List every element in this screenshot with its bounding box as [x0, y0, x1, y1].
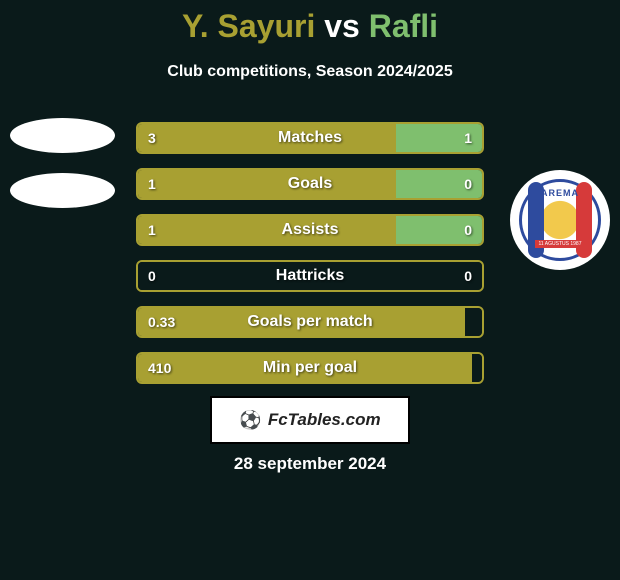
stat-bar-left [138, 170, 396, 198]
stat-row: Min per goal 410 [136, 352, 484, 384]
stat-value-right: 0 [464, 176, 472, 192]
stat-label: Goals per match [247, 313, 372, 331]
stat-value-left: 0.33 [148, 314, 175, 330]
avatar-placeholder [10, 173, 115, 208]
stat-row: Assists 1 0 [136, 214, 484, 246]
player-b-name: Rafli [369, 8, 438, 44]
player-b-club-badge: AREMA 11 AGUSTUS 1987 [510, 170, 610, 270]
stat-value-left: 410 [148, 360, 171, 376]
stat-label: Assists [282, 221, 339, 239]
stat-row: Matches 3 1 [136, 122, 484, 154]
stat-row: Goals per match 0.33 [136, 306, 484, 338]
club-badge-name: AREMA [541, 188, 579, 198]
avatar-placeholder [10, 118, 115, 153]
stat-row: Goals 1 0 [136, 168, 484, 200]
stat-value-left: 0 [148, 268, 156, 284]
stat-value-right: 1 [464, 130, 472, 146]
stat-bar-left [138, 216, 396, 244]
vs-text: vs [324, 8, 360, 44]
stat-label: Goals [288, 175, 332, 193]
stat-bar-left [138, 124, 396, 152]
club-badge-subtext: 11 AGUSTUS 1987 [535, 240, 586, 248]
stats-bars-area: Matches31Goals10Assists10Hattricks00Goal… [136, 122, 484, 398]
stat-value-left: 3 [148, 130, 156, 146]
stat-value-left: 1 [148, 176, 156, 192]
stat-label: Matches [278, 129, 342, 147]
stat-label: Min per goal [263, 359, 357, 377]
club-badge-inner: AREMA 11 AGUSTUS 1987 [519, 179, 601, 261]
stat-value-right: 0 [464, 222, 472, 238]
fctables-watermark: ⚽ FcTables.com [210, 396, 410, 444]
comparison-title: Y. Sayuri vs Rafli [0, 0, 620, 45]
player-a-name: Y. Sayuri [182, 8, 315, 44]
club-badge-circle: AREMA 11 AGUSTUS 1987 [510, 170, 610, 270]
player-a-avatar-area [10, 118, 115, 228]
stat-row: Hattricks 0 0 [136, 260, 484, 292]
stat-label: Hattricks [276, 267, 344, 285]
soccer-icon: ⚽ [239, 410, 261, 431]
comparison-date: 28 september 2024 [234, 454, 386, 474]
fctables-text: FcTables.com [268, 410, 381, 430]
stat-bar-remainder [472, 354, 482, 382]
stat-value-left: 1 [148, 222, 156, 238]
stat-bar-remainder [465, 308, 482, 336]
season-subtitle: Club competitions, Season 2024/2025 [0, 63, 620, 81]
stat-value-right: 0 [464, 268, 472, 284]
